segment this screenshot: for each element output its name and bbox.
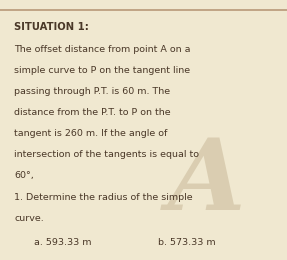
Text: SITUATION 1:: SITUATION 1: — [14, 22, 89, 32]
Text: 60°,: 60°, — [14, 171, 34, 180]
Text: b. 573.33 m: b. 573.33 m — [158, 238, 216, 247]
Text: a. 593.33 m: a. 593.33 m — [34, 238, 92, 247]
Text: simple curve to P on the tangent line: simple curve to P on the tangent line — [14, 66, 191, 75]
Text: passing through P.T. is 60 m. The: passing through P.T. is 60 m. The — [14, 87, 170, 96]
Text: curve.: curve. — [14, 214, 44, 223]
Text: tangent is 260 m. If the angle of: tangent is 260 m. If the angle of — [14, 129, 168, 138]
Text: 1. Determine the radius of the simple: 1. Determine the radius of the simple — [14, 193, 193, 202]
Text: intersection of the tangents is equal to: intersection of the tangents is equal to — [14, 150, 199, 159]
Text: A: A — [168, 134, 245, 230]
Text: distance from the P.T. to P on the: distance from the P.T. to P on the — [14, 108, 171, 117]
Text: The offset distance from point A on a: The offset distance from point A on a — [14, 45, 191, 54]
